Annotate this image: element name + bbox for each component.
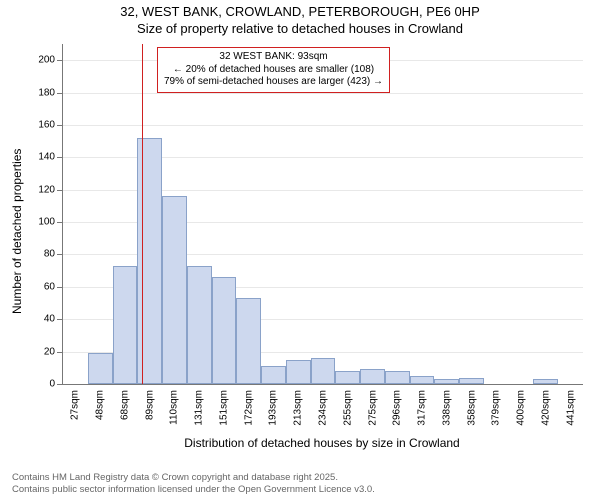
histogram-bar <box>311 358 336 384</box>
histogram-bar <box>187 266 212 384</box>
histogram-bar <box>335 371 360 384</box>
x-tick-label: 441sqm <box>565 390 576 426</box>
y-tick-label: 140 <box>38 152 55 163</box>
x-tick-label: 317sqm <box>417 390 428 426</box>
histogram-plot-area: 02040608010012014016018020027sqm48sqm68s… <box>62 44 583 385</box>
x-tick-label: 68sqm <box>119 390 130 420</box>
y-tick-label: 120 <box>38 184 55 195</box>
histogram-bar <box>286 360 311 384</box>
histogram-bar <box>88 353 113 384</box>
annotation-line: 32 WEST BANK: 93sqm <box>164 51 383 64</box>
x-tick-label: 296sqm <box>392 390 403 426</box>
histogram-bar <box>212 277 237 384</box>
x-tick-label: 151sqm <box>218 390 229 426</box>
property-marker-line <box>142 44 143 384</box>
x-tick-label: 131sqm <box>194 390 205 426</box>
y-tick <box>57 125 63 126</box>
annotation-callout: 32 WEST BANK: 93sqm← 20% of detached hou… <box>157 47 390 93</box>
histogram-bar <box>410 376 435 384</box>
x-tick-label: 275sqm <box>367 390 378 426</box>
y-tick-label: 80 <box>44 249 55 260</box>
x-tick-label: 379sqm <box>491 390 502 426</box>
y-tick <box>57 384 63 385</box>
histogram-bar <box>533 379 558 384</box>
y-tick <box>57 222 63 223</box>
y-tick-label: 180 <box>38 87 55 98</box>
footer-line-2: Contains public sector information licen… <box>12 484 375 496</box>
y-tick <box>57 254 63 255</box>
x-tick-label: 213sqm <box>293 390 304 426</box>
annotation-line: 79% of semi-detached houses are larger (… <box>164 76 383 89</box>
title-address: 32, WEST BANK, CROWLAND, PETERBOROUGH, P… <box>0 4 600 21</box>
footer-attribution: Contains HM Land Registry data © Crown c… <box>12 472 375 496</box>
x-tick-label: 27sqm <box>70 390 81 420</box>
footer-line-1: Contains HM Land Registry data © Crown c… <box>12 472 375 484</box>
gridline <box>63 125 583 126</box>
y-tick <box>57 287 63 288</box>
y-tick-label: 100 <box>38 217 55 228</box>
histogram-bar <box>137 138 162 384</box>
histogram-bar <box>360 369 385 384</box>
title-subtitle: Size of property relative to detached ho… <box>0 21 600 38</box>
x-tick-label: 110sqm <box>169 390 180 425</box>
x-tick-label: 234sqm <box>318 390 329 426</box>
y-tick <box>57 190 63 191</box>
y-tick-label: 0 <box>49 379 55 390</box>
y-tick-label: 160 <box>38 119 55 130</box>
y-tick <box>57 157 63 158</box>
x-tick-label: 172sqm <box>243 390 254 426</box>
x-tick-label: 48sqm <box>95 390 106 420</box>
annotation-line: ← 20% of detached houses are smaller (10… <box>164 64 383 77</box>
histogram-bar <box>385 371 410 384</box>
y-tick-label: 20 <box>44 346 55 357</box>
histogram-bar <box>236 298 261 384</box>
histogram-bar <box>162 196 187 384</box>
x-tick-label: 255sqm <box>342 390 353 426</box>
x-axis-label: Distribution of detached houses by size … <box>62 436 582 450</box>
histogram-bar <box>459 378 484 384</box>
x-tick-label: 420sqm <box>540 390 551 426</box>
x-tick-label: 358sqm <box>466 390 477 426</box>
y-tick <box>57 60 63 61</box>
y-tick-label: 40 <box>44 314 55 325</box>
gridline <box>63 93 583 94</box>
y-tick-label: 200 <box>38 55 55 66</box>
y-tick-label: 60 <box>44 281 55 292</box>
histogram-bar <box>261 366 286 384</box>
x-tick-label: 400sqm <box>516 390 527 426</box>
y-axis-label: Number of detached properties <box>10 294 24 314</box>
x-tick-label: 89sqm <box>144 390 155 420</box>
histogram-bar <box>434 379 459 384</box>
y-tick <box>57 352 63 353</box>
x-tick-label: 338sqm <box>441 390 452 426</box>
x-tick-label: 193sqm <box>268 390 279 426</box>
y-tick <box>57 93 63 94</box>
histogram-bar <box>113 266 138 384</box>
chart-title-block: 32, WEST BANK, CROWLAND, PETERBOROUGH, P… <box>0 0 600 38</box>
y-tick <box>57 319 63 320</box>
